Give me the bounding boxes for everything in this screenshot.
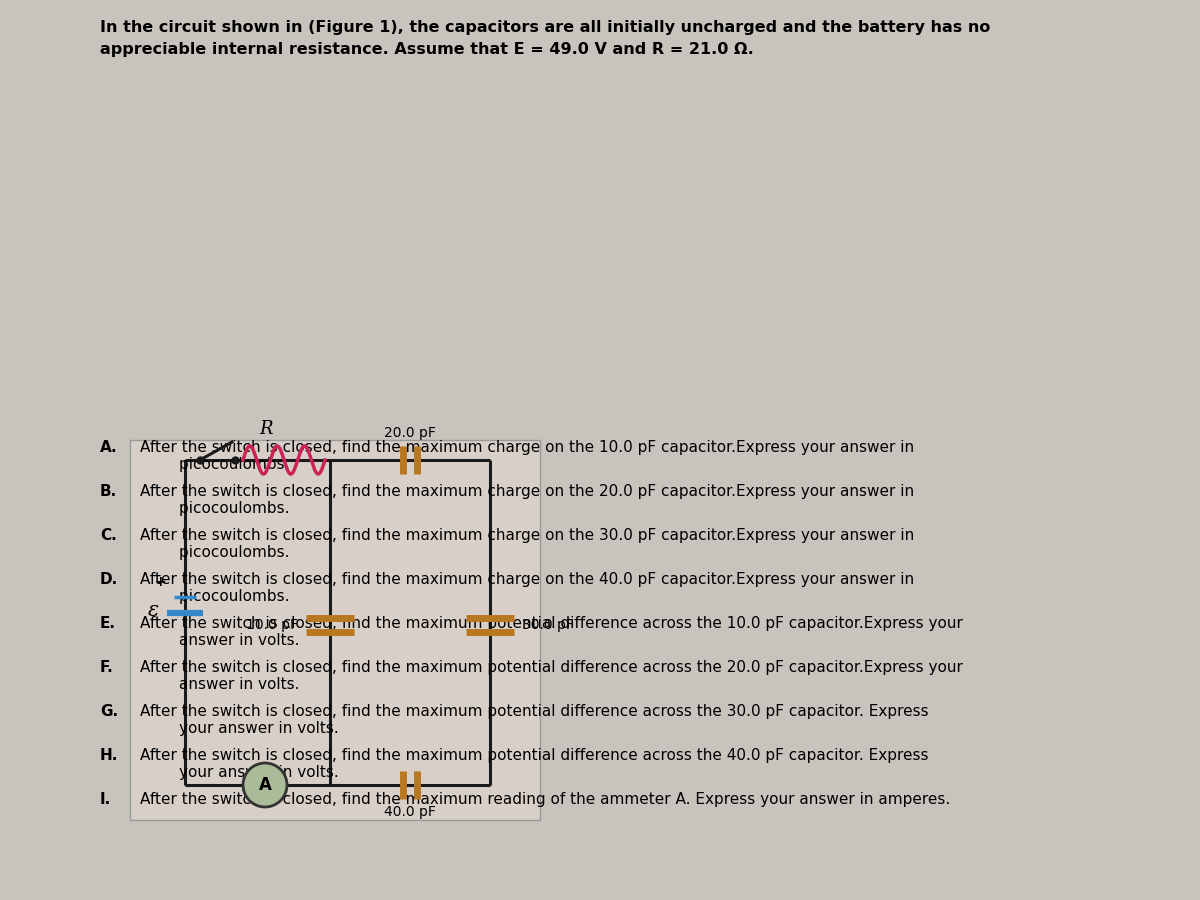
Text: After the switch is closed, find the maximum reading of the ammeter A. Express y: After the switch is closed, find the max… — [140, 792, 950, 807]
Text: G.: G. — [100, 704, 118, 719]
Text: After the switch is closed, find the maximum charge on the 40.0 pF capacitor.Exp: After the switch is closed, find the max… — [140, 572, 914, 605]
Bar — [130, 440, 540, 820]
Text: appreciable internal resistance. Assume that E = 49.0 V and R = 21.0 Ω.: appreciable internal resistance. Assume … — [100, 42, 754, 57]
Text: H.: H. — [100, 748, 119, 763]
Text: After the switch is closed, find the maximum potential difference across the 10.: After the switch is closed, find the max… — [140, 616, 962, 648]
Text: 10.0 pF: 10.0 pF — [246, 618, 298, 632]
Text: After the switch is closed, find the maximum potential difference across the 20.: After the switch is closed, find the max… — [140, 660, 962, 692]
Text: ε: ε — [148, 600, 158, 619]
Text: 40.0 pF: 40.0 pF — [384, 805, 436, 819]
Text: I.: I. — [100, 792, 112, 807]
Text: D.: D. — [100, 572, 119, 587]
Text: After the switch is closed, find the maximum potential difference across the 40.: After the switch is closed, find the max… — [140, 748, 929, 780]
Text: After the switch is closed, find the maximum charge on the 10.0 pF capacitor.Exp: After the switch is closed, find the max… — [140, 440, 914, 472]
Text: In the circuit shown in (Figure 1), the capacitors are all initially uncharged a: In the circuit shown in (Figure 1), the … — [100, 20, 990, 35]
Text: +: + — [154, 575, 166, 589]
Text: 30.0 pF: 30.0 pF — [522, 618, 574, 632]
Text: After the switch is closed, find the maximum charge on the 30.0 pF capacitor.Exp: After the switch is closed, find the max… — [140, 528, 914, 561]
Text: C.: C. — [100, 528, 116, 543]
Text: R: R — [259, 420, 272, 438]
Text: F.: F. — [100, 660, 114, 675]
Text: E.: E. — [100, 616, 116, 631]
Text: A.: A. — [100, 440, 118, 455]
Text: After the switch is closed, find the maximum potential difference across the 30.: After the switch is closed, find the max… — [140, 704, 929, 736]
Text: 20.0 pF: 20.0 pF — [384, 426, 436, 440]
Text: A: A — [258, 776, 271, 794]
Circle shape — [242, 763, 287, 807]
Text: B.: B. — [100, 484, 118, 499]
Text: After the switch is closed, find the maximum charge on the 20.0 pF capacitor.Exp: After the switch is closed, find the max… — [140, 484, 914, 517]
